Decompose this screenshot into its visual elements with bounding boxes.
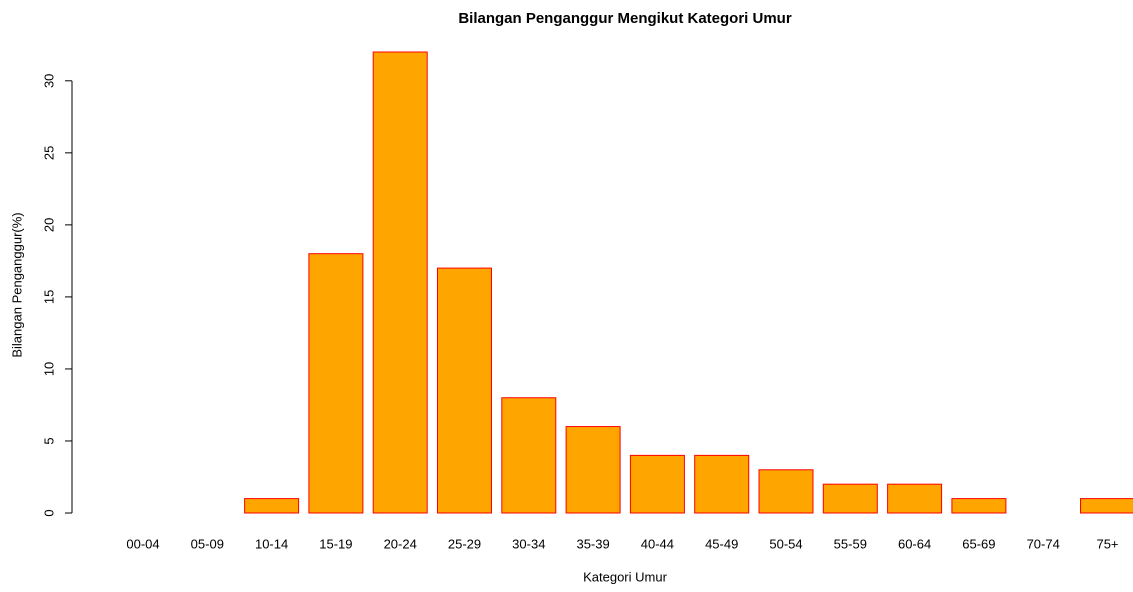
x-axis-label: Kategori Umur [583, 569, 667, 584]
bar [758, 469, 814, 514]
x-tick-label: 65-69 [962, 536, 995, 551]
bar [629, 454, 685, 514]
x-tick-label: 35-39 [576, 536, 609, 551]
y-tick-label: 30 [41, 74, 56, 88]
bar [308, 253, 364, 514]
bar [565, 426, 621, 514]
x-tick-label: 30-34 [512, 536, 545, 551]
x-tick-label: 20-24 [384, 536, 417, 551]
y-tick-label: 20 [41, 218, 56, 232]
bar [501, 397, 557, 514]
x-tick-label: 05-09 [191, 536, 224, 551]
y-axis-label: Bilangan Penganggur(%) [9, 212, 24, 357]
bar [244, 498, 300, 514]
x-tick-label: 75+ [1096, 536, 1118, 551]
x-tick-label: 00-04 [126, 536, 159, 551]
bar [887, 483, 943, 514]
y-tick-label: 0 [41, 509, 56, 516]
bar [694, 454, 750, 514]
bar [951, 498, 1007, 514]
x-tick-label: 15-19 [319, 536, 352, 551]
x-tick-label: 60-64 [898, 536, 931, 551]
bar [437, 267, 492, 514]
x-tick-label: 25-29 [448, 536, 481, 551]
bar [372, 51, 428, 514]
y-tick-label: 25 [41, 146, 56, 160]
y-tick-label: 10 [41, 362, 56, 376]
x-tick-label: 45-49 [705, 536, 738, 551]
bar [822, 483, 878, 514]
x-tick-label: 70-74 [1027, 536, 1060, 551]
y-tick-label: 15 [41, 290, 56, 304]
x-tick-label: 40-44 [641, 536, 674, 551]
y-tick-label: 5 [41, 437, 56, 444]
bar [1080, 498, 1133, 514]
x-tick-label: 10-14 [255, 536, 288, 551]
x-tick-label: 55-59 [834, 536, 867, 551]
chart-title: Bilangan Penganggur Mengikut Kategori Um… [458, 10, 792, 27]
x-tick-label: 50-54 [769, 536, 802, 551]
